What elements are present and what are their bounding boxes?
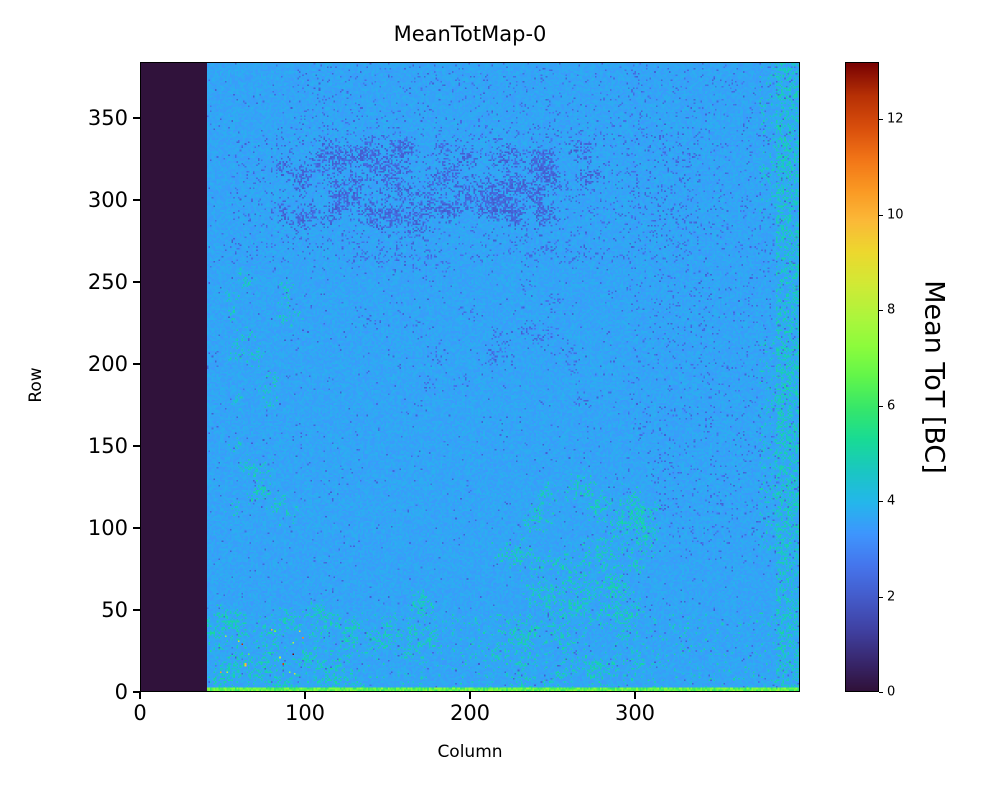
x-tick-label: 100 bbox=[284, 701, 326, 725]
x-tick-mark bbox=[139, 692, 141, 699]
y-tick-mark bbox=[133, 608, 140, 611]
x-tick-label: 0 bbox=[133, 701, 147, 725]
colorbar-tick-mark bbox=[879, 501, 883, 503]
y-tick-label: 150 bbox=[87, 433, 128, 458]
colorbar-tick-label: 2 bbox=[887, 589, 896, 605]
colorbar-tick-mark bbox=[879, 310, 883, 312]
y-tick-label: 350 bbox=[87, 105, 128, 130]
y-tick-mark bbox=[133, 362, 140, 365]
y-tick-mark bbox=[133, 526, 140, 529]
colorbar-label: Mean ToT [BC] bbox=[918, 280, 950, 474]
y-tick-label: 0 bbox=[114, 680, 128, 704]
colorbar-tick-label: 10 bbox=[887, 207, 904, 223]
y-tick-label: 300 bbox=[87, 187, 128, 212]
colorbar-tick-mark bbox=[879, 119, 883, 121]
x-tick-mark bbox=[469, 692, 471, 699]
y-tick-label: 100 bbox=[87, 515, 128, 540]
colorbar-tick-mark bbox=[879, 692, 883, 693]
colorbar-tick-mark bbox=[879, 214, 883, 216]
colorbar-tick-label: 8 bbox=[887, 302, 896, 318]
colorbar-tick-label: 0 bbox=[887, 684, 896, 700]
x-axis-label: Column bbox=[437, 742, 503, 762]
chart-title: MeanTotMap-0 bbox=[393, 22, 547, 46]
colorbar-tick-label: 12 bbox=[887, 111, 904, 127]
x-tick-mark bbox=[304, 692, 306, 699]
x-tick-label: 200 bbox=[449, 701, 491, 725]
y-tick-mark bbox=[133, 444, 140, 447]
y-axis-label: Row bbox=[26, 367, 46, 403]
y-tick-mark bbox=[133, 280, 140, 283]
y-tick-mark bbox=[133, 198, 140, 201]
colorbar-canvas bbox=[846, 63, 878, 691]
y-tick-label: 250 bbox=[87, 269, 128, 294]
plot-area bbox=[140, 62, 800, 692]
heatmap-canvas bbox=[141, 63, 799, 691]
x-tick-label: 300 bbox=[614, 701, 656, 725]
y-tick-mark bbox=[133, 116, 140, 119]
colorbar-tick-label: 6 bbox=[887, 398, 896, 414]
colorbar-tick-label: 4 bbox=[887, 493, 896, 509]
y-tick-label: 200 bbox=[87, 351, 128, 376]
x-tick-mark bbox=[634, 692, 636, 699]
y-tick-mark bbox=[133, 691, 140, 693]
y-tick-label: 50 bbox=[101, 597, 128, 622]
colorbar-tick-mark bbox=[879, 405, 883, 407]
colorbar-tick-mark bbox=[879, 596, 883, 598]
colorbar bbox=[845, 62, 879, 692]
